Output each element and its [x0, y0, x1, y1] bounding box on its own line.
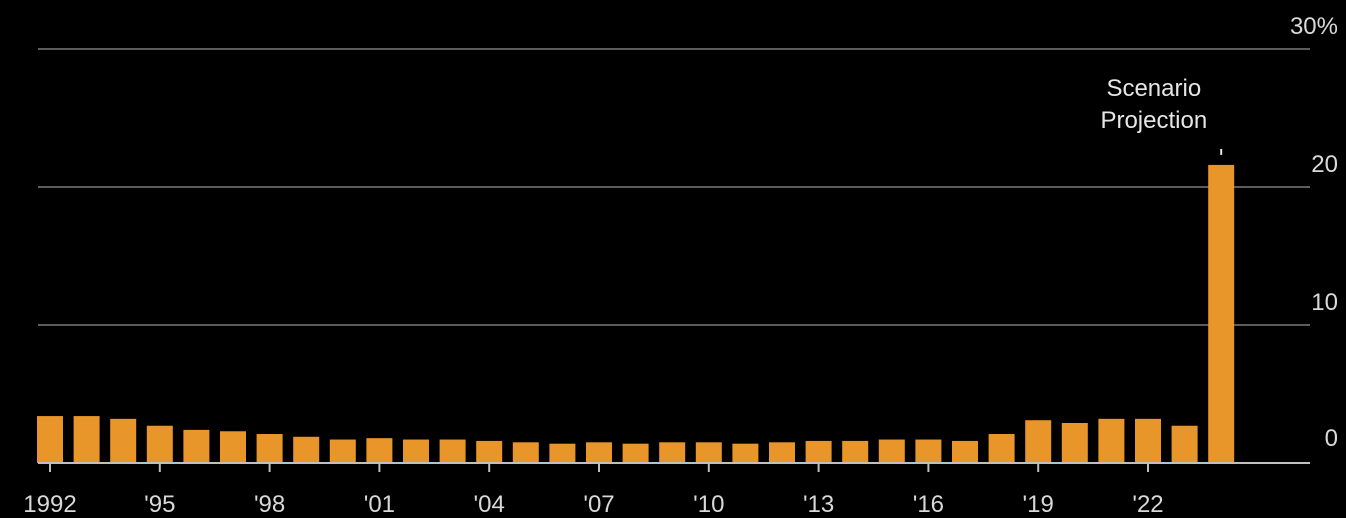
y-tick-label: 0	[1325, 425, 1338, 452]
bar	[732, 443, 759, 463]
bar	[952, 440, 978, 463]
x-tick-label: '98	[254, 491, 285, 518]
y-tick-label: 10	[1311, 289, 1338, 316]
bars	[37, 164, 1235, 464]
x-tick-label: '01	[364, 491, 395, 518]
bar	[220, 431, 246, 463]
bar	[110, 418, 137, 463]
bar	[695, 442, 722, 463]
bar	[366, 438, 393, 463]
x-tick-label: '95	[144, 491, 175, 518]
y-axis-ticks: 0 10 20 30%	[1290, 13, 1338, 452]
x-tick-label: '22	[1132, 491, 1163, 518]
bar	[769, 442, 795, 463]
bar	[878, 439, 905, 463]
annotation-text: Scenario	[1106, 75, 1201, 102]
bar	[659, 442, 686, 463]
bar	[73, 416, 100, 463]
bar	[1208, 164, 1235, 464]
x-axis-ticks: 1992 '95 '98 '01 '04 '07 '10 '13 '16 '19 '22	[23, 463, 1164, 518]
x-tick-label: '13	[803, 491, 834, 518]
y-tick-label: 20	[1311, 151, 1338, 178]
x-tick-label: '16	[913, 491, 944, 518]
bar	[1135, 418, 1161, 463]
bar	[183, 429, 210, 463]
bar	[439, 439, 466, 463]
bar	[329, 439, 356, 463]
bar	[403, 439, 429, 463]
bar	[622, 443, 649, 463]
bar	[1025, 420, 1052, 463]
y-tick-label: 30%	[1290, 13, 1338, 40]
bar	[37, 416, 63, 463]
x-tick-label: '10	[693, 491, 724, 518]
x-tick-label: '04	[474, 491, 505, 518]
bar	[805, 440, 832, 463]
bar	[476, 440, 503, 463]
gridlines	[38, 48, 1310, 326]
bar	[586, 442, 612, 463]
x-tick-label: '07	[583, 491, 614, 518]
bar	[512, 442, 539, 463]
bar	[1061, 422, 1088, 463]
bar	[293, 436, 320, 463]
bar	[256, 434, 283, 463]
x-tick-label: '19	[1023, 491, 1054, 518]
bar	[842, 440, 869, 463]
annotation-text: Projection	[1100, 107, 1207, 134]
bar	[146, 425, 173, 463]
bar	[549, 443, 576, 463]
bar	[1098, 418, 1125, 463]
scenario-annotation: Scenario Projection	[1100, 75, 1223, 155]
bar	[988, 434, 1015, 463]
bar	[1171, 425, 1198, 463]
bar	[915, 439, 942, 463]
x-tick-label: 1992	[23, 491, 76, 518]
